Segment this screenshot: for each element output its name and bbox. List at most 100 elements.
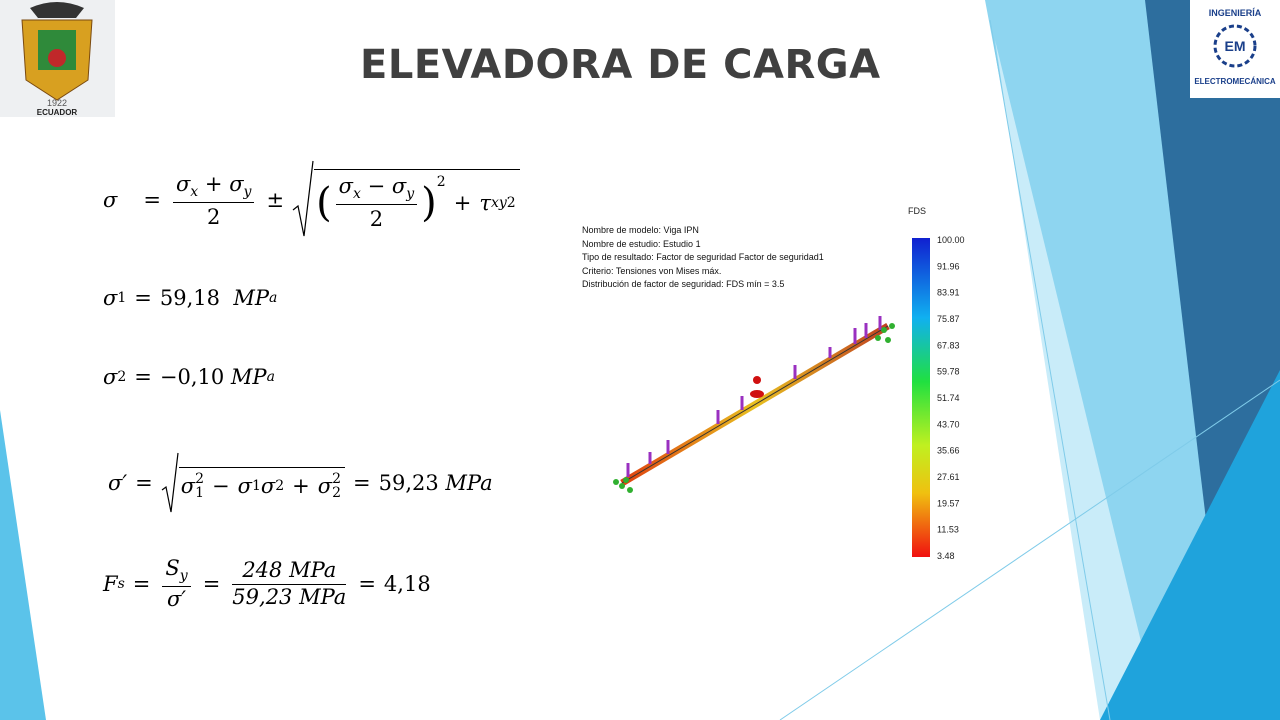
math-token: 2: [195, 470, 204, 487]
legend-tick: 100.00: [937, 235, 965, 245]
math-token: =: [134, 365, 152, 389]
supports-part: [613, 479, 619, 485]
legend-tick: 83.91: [937, 288, 960, 298]
load-point: [750, 390, 764, 398]
math-token: +: [292, 473, 310, 498]
info-line: Nombre de modelo: Viga IPN: [582, 225, 699, 235]
radical: [292, 160, 314, 237]
math-token: 2: [506, 194, 516, 211]
math-token: 2: [275, 477, 285, 494]
supports-part: [889, 323, 895, 329]
equation: σ′ = σ 2 1− σ 1 σ 2 + σ 2 2 = 59,23 MPa: [108, 452, 493, 514]
math-token: =: [135, 471, 153, 495]
equation: σ = σx + σy 2 ± (σx − σy 2) 2 + τ xy 2: [103, 160, 520, 240]
info-line: Tipo de resultado: Factor de seguridad F…: [582, 252, 824, 262]
math-token: MP: [230, 365, 267, 389]
math-token: σ: [237, 473, 252, 498]
math-token: −: [367, 174, 386, 198]
legend-tick: 75.87: [937, 314, 960, 324]
math-token: 59,23: [378, 471, 439, 495]
legend-tick: 67.83: [937, 340, 960, 350]
math-token: =: [134, 286, 152, 310]
math-token: ±: [266, 188, 285, 212]
info-line: Criterio: Tensiones von Mises máx.: [582, 265, 722, 276]
math-token: σ′: [166, 587, 187, 611]
math-token: ): [421, 179, 437, 226]
supports-part: [627, 487, 633, 493]
math-token: 59,18: [159, 286, 220, 310]
supports-part: [619, 483, 625, 489]
math-token: σ: [175, 171, 191, 196]
math-token: y: [243, 183, 252, 200]
math-token: y: [406, 186, 415, 202]
radical-part: [161, 452, 179, 513]
math-token: 1: [117, 290, 127, 306]
math-token: +: [204, 171, 223, 196]
loads: [626, 316, 882, 477]
radical-part: [292, 160, 314, 237]
math-token: 1: [251, 477, 261, 494]
legend-tick: 19.57: [937, 498, 960, 508]
logo-year: 1922: [47, 98, 67, 108]
logo-country: ECUADOR: [37, 108, 78, 117]
deco: [0, 410, 46, 720]
equation: σ 1 = 59,18 MP a: [103, 286, 277, 310]
math-token: 2: [117, 369, 127, 385]
math-token: =: [353, 471, 371, 495]
math-token: 2: [369, 207, 384, 231]
math-token: 1: [195, 484, 204, 501]
legend-title: FDS: [908, 206, 926, 216]
supports: [613, 323, 895, 493]
logo-bottom: ELECTROMECÁNICA: [1194, 77, 1276, 86]
logo-top: INGENIERÍA: [1209, 8, 1262, 18]
math-token: (: [316, 179, 332, 226]
legend-tick: 51.74: [937, 393, 960, 403]
math-token: σ: [103, 188, 118, 212]
equation: σ 2 = −0,10 MP a: [103, 365, 275, 389]
math-token: σ: [338, 174, 354, 198]
supports-part: [885, 337, 891, 343]
math-token: σ: [391, 174, 407, 198]
condor: [30, 2, 84, 18]
supports-part: [881, 327, 887, 333]
legend-tick: 27.61: [937, 472, 960, 482]
shield-mark: [48, 49, 66, 67]
colorbar: [912, 238, 930, 557]
math-token: =: [202, 571, 221, 596]
math-token: σ: [180, 473, 196, 498]
legend-tick: 11.53: [937, 525, 959, 535]
gear: [1213, 24, 1257, 68]
math-token: s: [117, 575, 125, 592]
math-token: −: [211, 473, 230, 498]
math-token: xy: [490, 194, 507, 211]
info-line: Distribución de factor de seguridad: FDS…: [582, 279, 785, 289]
math-token: 2: [207, 204, 221, 229]
math-token: 248 MPa: [242, 558, 337, 582]
math-token: σ: [103, 365, 118, 389]
math-token: σ: [103, 286, 118, 310]
sim-info: Nombre de modelo: Viga IPN Nombre de estu…: [582, 224, 824, 292]
math-token: σ: [317, 473, 333, 498]
info-line: Nombre de estudio: Estudio 1: [582, 238, 701, 249]
deco-line: [779, 379, 1280, 720]
math-token: 59,23 MPa: [232, 585, 347, 609]
math-token: σ′: [108, 471, 128, 495]
radical: [161, 452, 179, 513]
deco: [995, 40, 1160, 720]
math-token: S: [165, 556, 180, 580]
logo-initials: EM: [1225, 38, 1246, 54]
math-token: x: [353, 186, 361, 202]
supports-part: [623, 477, 629, 483]
legend-tick: 91.96: [937, 261, 960, 271]
math-token: =: [132, 571, 151, 596]
title: ELEVADORA DE CARGA: [360, 42, 881, 88]
math-token: a: [269, 290, 278, 306]
math-token: =: [358, 571, 376, 596]
legend-tick: 43.70: [937, 419, 960, 429]
math-token: τ: [479, 190, 491, 215]
supports-part: [875, 335, 881, 341]
math-token: F: [103, 571, 118, 596]
deco-line: [989, 19, 1111, 720]
